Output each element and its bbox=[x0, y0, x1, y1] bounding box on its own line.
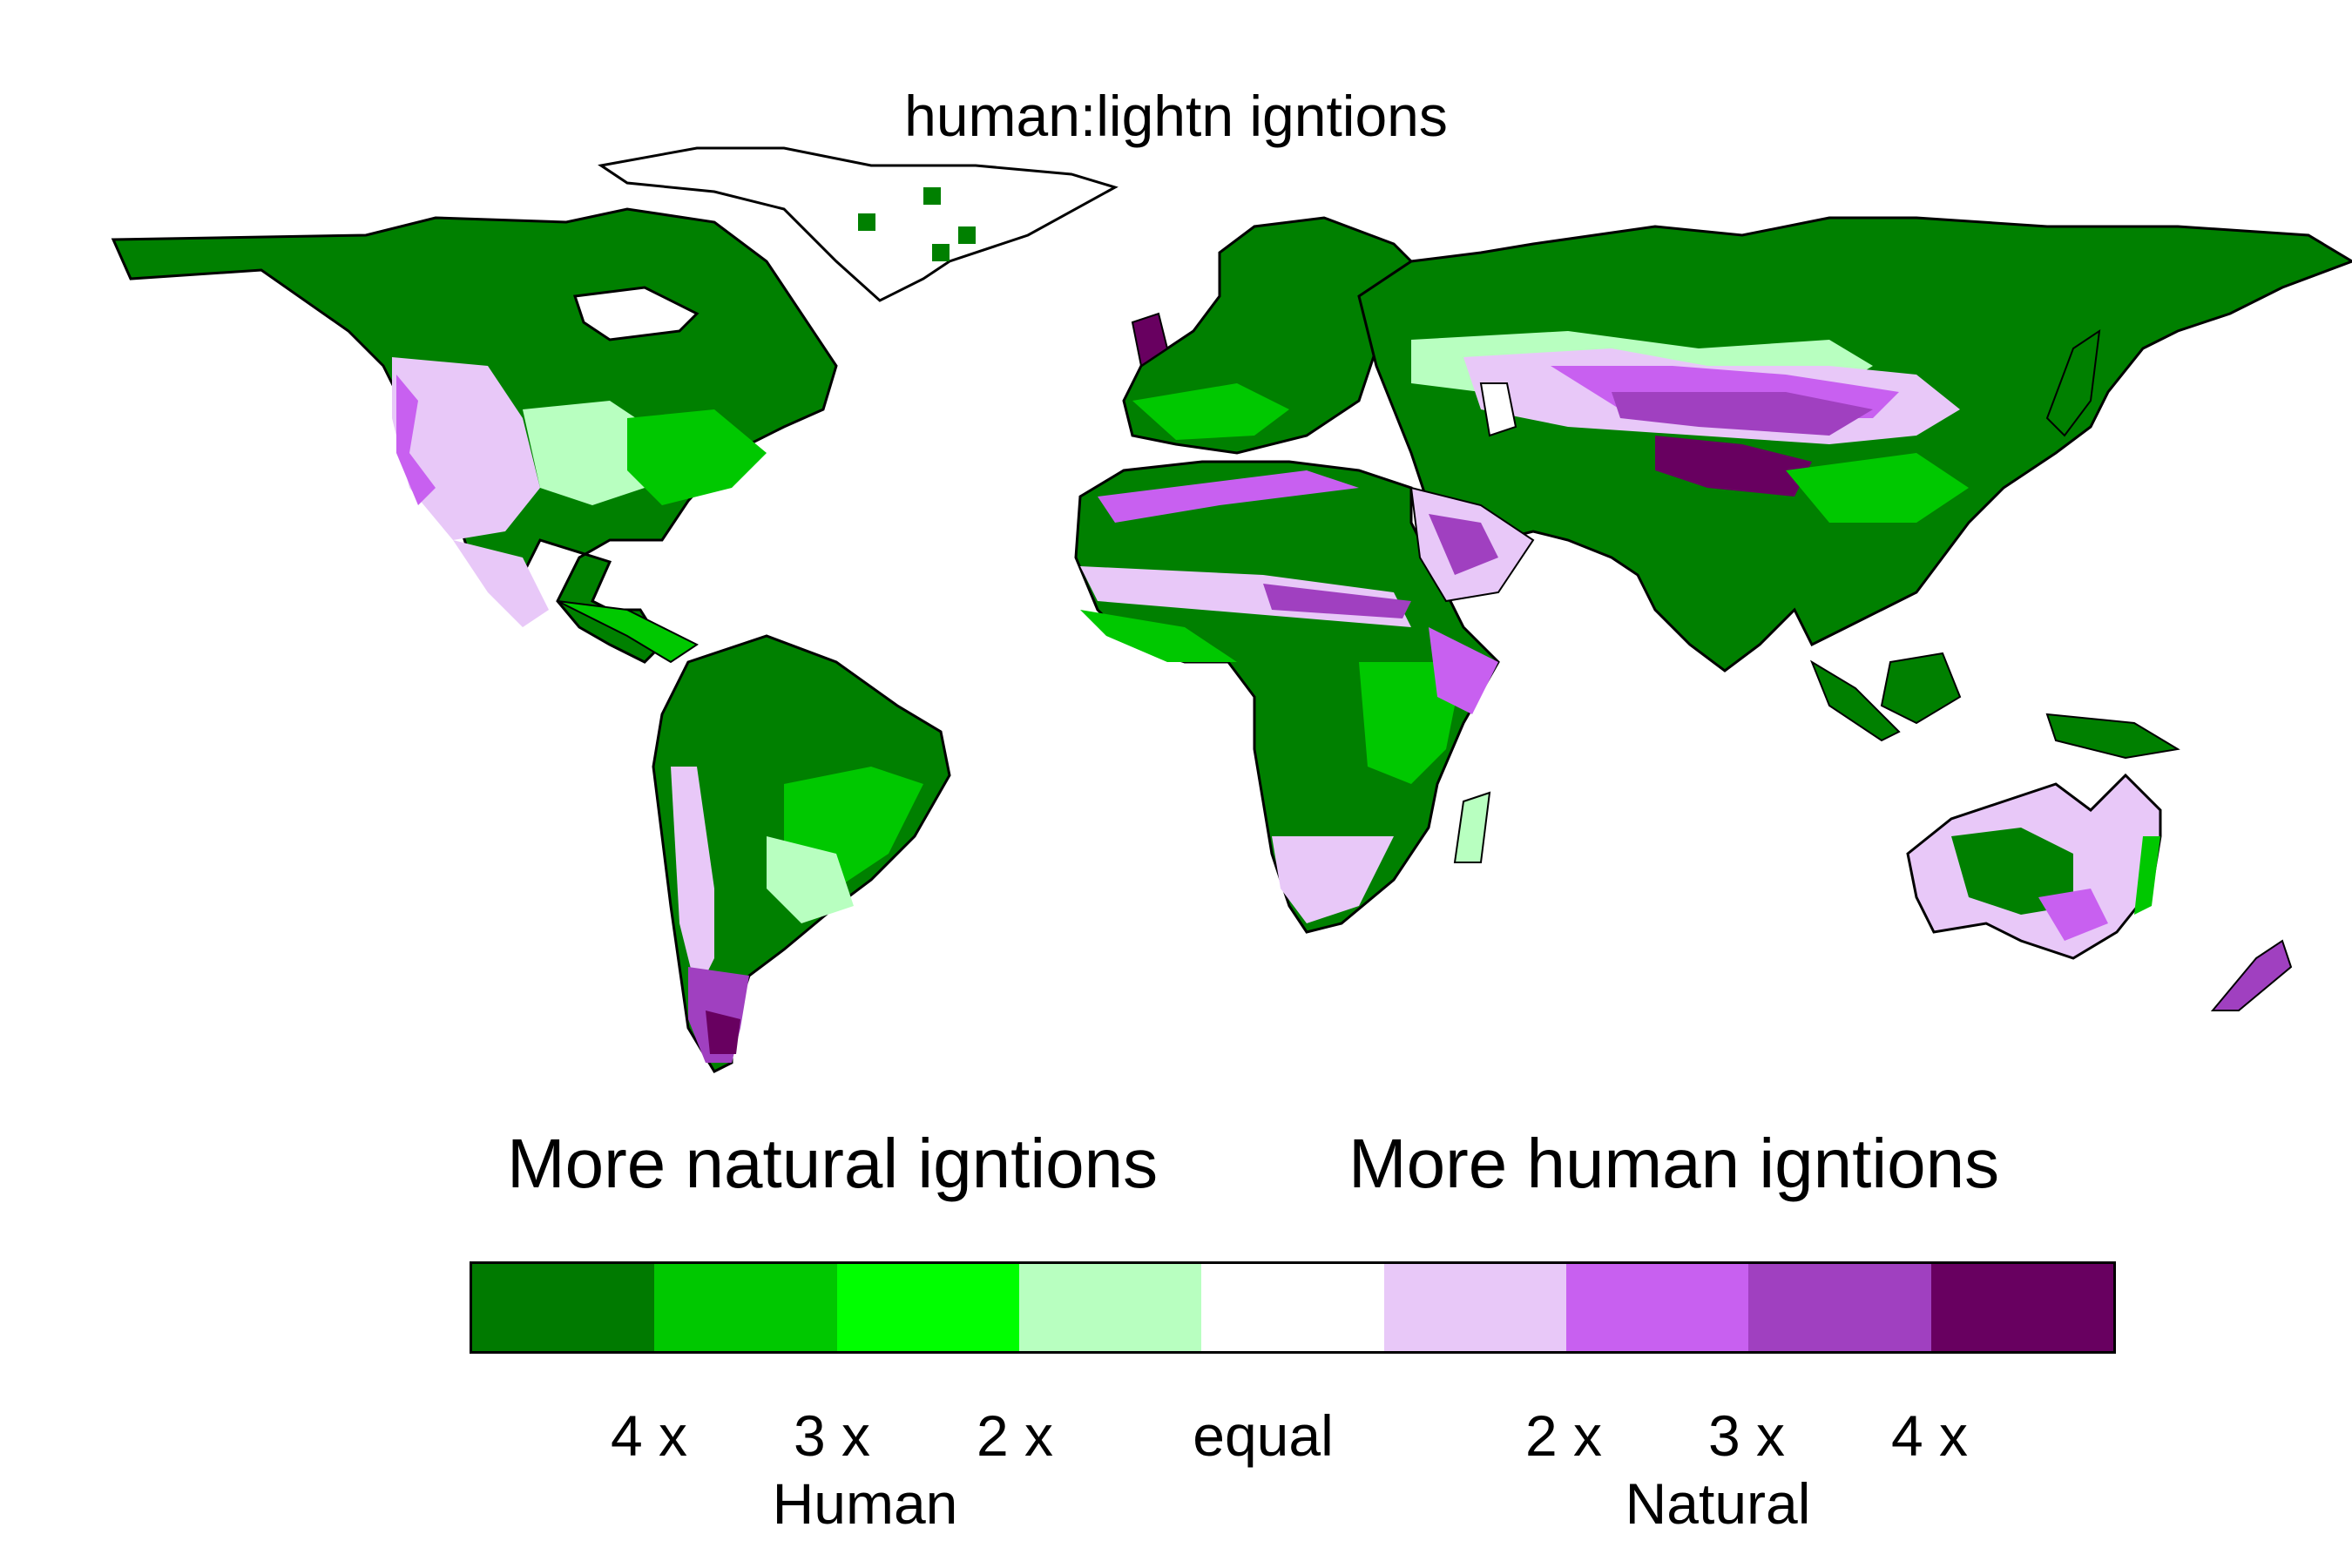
legend-swatch-8 bbox=[1930, 1264, 2113, 1351]
legend-tick: 3 x bbox=[793, 1403, 871, 1468]
andes-natural bbox=[671, 767, 714, 993]
tibet-natural-strong bbox=[1655, 436, 1812, 497]
southern-africa-natural bbox=[1272, 836, 1394, 923]
mexico-natural bbox=[453, 540, 549, 627]
legend-swatch-2 bbox=[836, 1264, 1019, 1351]
new-guinea bbox=[2045, 713, 2180, 760]
heading-more-natural: More natural igntions bbox=[507, 1125, 1159, 1202]
madagascar bbox=[1453, 791, 1491, 863]
legend-swatch-4 bbox=[1201, 1264, 1384, 1351]
legend-tick: equal bbox=[1193, 1403, 1334, 1468]
europe-light bbox=[1132, 383, 1289, 440]
australia-southeast bbox=[2038, 889, 2108, 941]
usa-east bbox=[627, 409, 767, 505]
greenland-patch bbox=[858, 213, 875, 231]
brazil-highlands bbox=[767, 836, 854, 923]
greenland-patch bbox=[923, 187, 941, 205]
legend-side-human: Human bbox=[772, 1471, 958, 1536]
legend-tick: 2 x bbox=[1524, 1403, 1603, 1468]
central-america bbox=[557, 600, 699, 664]
hudson-bay bbox=[572, 286, 700, 341]
legend-color-bar bbox=[470, 1261, 2116, 1354]
west-africa-light bbox=[1080, 610, 1237, 662]
map-title: human:lightn igntions bbox=[904, 84, 1448, 148]
legend-tick: 2 x bbox=[976, 1403, 1054, 1468]
usa-west-natural-strong bbox=[396, 375, 436, 505]
legend-tick: 4 x bbox=[610, 1403, 688, 1468]
legend-swatch-5 bbox=[1383, 1264, 1566, 1351]
patagonia-strong bbox=[706, 1010, 740, 1054]
japan bbox=[2045, 328, 2101, 437]
greenland-patch bbox=[958, 226, 976, 244]
borneo bbox=[1880, 652, 1962, 725]
asia bbox=[1357, 216, 2352, 672]
legend-swatch-7 bbox=[1748, 1264, 1931, 1351]
heading-more-human: More human igntions bbox=[1348, 1125, 2000, 1202]
greenland-patch bbox=[932, 244, 950, 261]
new-zealand bbox=[2210, 939, 2293, 1011]
caspian bbox=[1479, 382, 1517, 437]
legend-tick: 4 x bbox=[1890, 1403, 1969, 1468]
australia-interior bbox=[1951, 828, 2073, 915]
north-africa-natural bbox=[1098, 470, 1359, 523]
legend-swatch-6 bbox=[1565, 1264, 1749, 1351]
britain bbox=[1131, 312, 1169, 368]
legend-swatch-0 bbox=[472, 1264, 655, 1351]
china-light bbox=[1786, 453, 1969, 523]
horn-natural bbox=[1429, 627, 1498, 714]
legend-swatch-3 bbox=[1018, 1264, 1202, 1351]
sumatra bbox=[1809, 659, 1901, 742]
sahel-natural-strong bbox=[1263, 584, 1411, 618]
legend-tick: 3 x bbox=[1707, 1403, 1786, 1468]
australia-east-edge bbox=[2134, 836, 2160, 915]
legend-swatch-1 bbox=[654, 1264, 837, 1351]
legend-side-natural: Natural bbox=[1625, 1471, 1811, 1536]
arabia-natural-strong bbox=[1429, 514, 1498, 575]
gobi-natural bbox=[1612, 392, 1873, 436]
